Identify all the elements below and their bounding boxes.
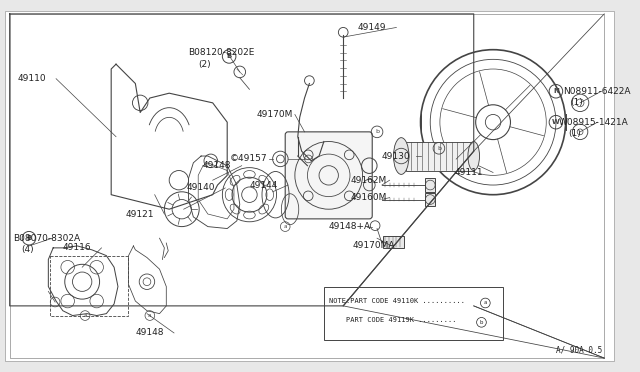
Bar [51,256,127,315]
FancyBboxPatch shape [285,132,372,219]
Text: a: a [83,313,87,318]
Text: ©49157: ©49157 [230,154,268,163]
Bar [426,178,435,192]
Text: (4): (4) [21,245,34,254]
Bar [406,141,474,170]
Text: 49149: 49149 [358,23,386,32]
Text: 49160M: 49160M [351,193,387,202]
Text: 49140: 49140 [187,183,215,192]
Text: 49121: 49121 [125,209,154,218]
Text: 49148: 49148 [203,161,232,170]
Text: PART CODE 49119K .........: PART CODE 49119K ......... [329,317,456,324]
Text: (1): (1) [568,129,581,138]
Text: (1): (1) [570,98,583,108]
Text: B08070-8302A: B08070-8302A [13,234,81,243]
Text: N: N [553,88,559,94]
Bar [324,286,503,340]
Text: 49162M: 49162M [351,176,387,185]
Text: 49148: 49148 [135,328,164,337]
Text: a: a [148,313,152,318]
Text: a: a [284,224,287,229]
Text: 49110: 49110 [17,74,46,83]
Text: B: B [26,235,31,241]
Text: 49144: 49144 [250,180,278,189]
Text: 49111: 49111 [454,168,483,177]
Text: 49170MA: 49170MA [353,241,396,250]
Text: b: b [480,320,483,325]
Text: NOTE:PART CODE 49110K ..........: NOTE:PART CODE 49110K .......... [329,298,465,304]
Text: B08120-8202E: B08120-8202E [189,48,255,57]
Ellipse shape [468,141,479,170]
Text: 49130: 49130 [382,151,410,161]
Text: B: B [227,54,232,60]
Text: N08911-6422A: N08911-6422A [563,87,630,96]
Text: b: b [437,146,441,151]
Ellipse shape [394,138,409,174]
Bar [426,193,435,206]
Text: 49116: 49116 [63,243,92,252]
Text: (2): (2) [198,60,211,69]
Text: a: a [484,301,487,305]
Text: W08915-1421A: W08915-1421A [559,118,628,127]
Text: 49170M: 49170M [256,110,292,119]
Text: W: W [552,119,560,125]
Text: A/ 90A 0.5: A/ 90A 0.5 [556,345,602,354]
Bar [383,236,404,248]
Text: 49148+A: 49148+A [329,222,371,231]
Text: b: b [375,129,379,134]
